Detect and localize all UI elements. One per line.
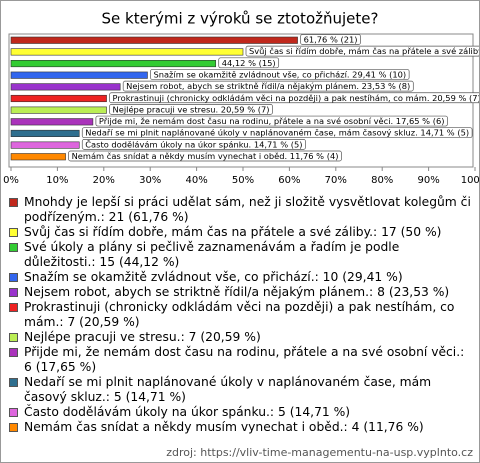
chart: Se kterými z výroků se ztotožňujete? 0% 1… [3,10,479,186]
legend-item: Mnohdy je lepší si práci udělat sám, než… [9,195,471,225]
legend-label: Svůj čas si řídím dobře, mám čas na přát… [24,225,442,239]
legend-label: Nejsem robot, abych se striktně řídil/a … [24,285,450,299]
value-label-group: Prokrastinuji (chronicky odkládám věci n… [109,92,479,104]
legend-item: Snažím se okamžitě zvládnout vše, co při… [9,270,471,285]
value-label-box [218,57,280,69]
value-label-box [81,139,306,150]
value-label-group: Nedaří se mi plnit naplánované úkoly v n… [81,127,473,139]
value-label: 61,76 % (21) [304,35,358,45]
legend-item: Svůj čas si řídím dobře, mám čas na přát… [9,225,471,240]
legend-swatch [9,333,18,342]
value-label-box [109,104,273,115]
legend-label: Snažím se okamžitě zvládnout vše, co při… [24,270,403,284]
x-tick-label: 40% [185,175,207,186]
x-tick-label: 80% [371,175,393,186]
bar [10,59,217,68]
value-label-box [122,80,414,92]
value-label-box [68,150,342,162]
bar [10,153,66,161]
value-label-group: Svůj čas si řídím dobře, mám čas na přát… [245,45,479,57]
x-tick-label: 0% [3,175,19,186]
bar [10,71,148,79]
legend-swatch [9,378,18,387]
legend-swatch [9,303,18,312]
legend-item: Přijde mi, že nemám dost času na rodinu,… [9,345,471,375]
x-tick-label: 50% [232,175,254,186]
legend-swatch [9,273,18,282]
legend-label: Mnohdy je lepší si práci udělat sám, než… [24,195,471,224]
legend-label: Prokrastinuji (chronicky odkládám věci n… [24,300,455,329]
value-label-group: Nemám čas snídat a někdy musím vynechat … [68,150,342,162]
x-tick-label: 20% [93,175,115,186]
legend-swatch [9,348,18,357]
legend-label: Své úkoly a plány si pečlivě zaznamenává… [24,240,400,269]
value-label: Nejlépe pracuji ve stresu. 20,59 % (7) [113,104,270,114]
value-label-group: Snažím se okamžitě zvládnout vše, co při… [150,69,410,80]
legend-label: Často dodělávám úkoly na úkor spánku.: 5… [24,405,351,419]
value-label-group: Přijde mi, že nemám dost času na rodinu,… [95,115,448,127]
value-label: Přijde mi, že nemám dost času na rodinu,… [99,116,445,126]
value-label: Nedaří se mi plnit naplánované úkoly v n… [85,128,469,138]
x-tick-label: 70% [325,175,347,186]
value-label-box [150,69,410,80]
chart-title: Se kterými z výroků se ztotožňujete? [102,10,379,28]
x-tick-label: 100% [461,175,479,186]
bar [10,141,80,149]
legend-item: Své úkoly a plány si pečlivě zaznamenává… [9,240,471,270]
value-label-box [81,127,473,139]
x-tick-label: 60% [278,175,300,186]
value-label: 44,12 % (15) [222,58,276,68]
x-tick-label: 10% [46,175,68,186]
value-label: Svůj čas si řídím dobře, mám čas na přát… [249,46,479,56]
bar [10,118,94,126]
legend-item: Nemám čas snídat a někdy musím vynechat … [9,420,471,435]
legend-item: Nejlépe pracuji ve stresu.: 7 (20,59 %) [9,330,471,345]
bar [10,36,298,44]
legend-label: Nedaří se mi plnit naplánované úkoly v n… [24,375,432,404]
x-tick-label: 30% [139,175,161,186]
bar [10,94,107,103]
bar [10,83,121,91]
legend-swatch [9,423,18,432]
bar [10,129,80,137]
value-label: Nemám čas snídat a někdy musím vynechat … [72,151,339,161]
legend-swatch [9,228,18,237]
legend-label: Nejlépe pracuji ve stresu.: 7 (20,59 %) [24,330,261,344]
value-label-box [245,45,479,57]
legend-item: Často dodělávám úkoly na úkor spánku.: 5… [9,405,471,420]
legend-label: Přijde mi, že nemám dost času na rodinu,… [24,345,465,374]
legend-swatch [9,243,18,252]
value-label: Často dodělávám úkoly na úkor spánku. 14… [85,138,302,149]
value-label: Prokrastinuji (chronicky odkládám věci n… [113,93,479,103]
value-label-box [300,34,361,45]
value-label: Nejsem robot, abych se striktně řídil/a … [126,81,410,91]
x-tick-label: 90% [417,175,439,186]
bar [10,106,107,114]
legend-item: Nedaří se mi plnit naplánované úkoly v n… [9,375,471,405]
legend-swatch [9,198,18,207]
legend-item: Prokrastinuji (chronicky odkládám věci n… [9,300,471,330]
value-label-group: Nejsem robot, abych se striktně řídil/a … [122,80,414,92]
legend-label: Nemám čas snídat a někdy musím vynechat … [24,420,424,434]
value-label-group: Často dodělávám úkoly na úkor spánku. 14… [81,138,306,150]
value-label-group: 44,12 % (15) [218,57,280,69]
value-label-box [95,115,448,127]
legend-swatch [9,408,18,417]
value-label-box [109,92,479,104]
legend-swatch [9,288,18,297]
legend: Mnohdy je lepší si práci udělat sám, než… [9,195,471,435]
legend-item: Nejsem robot, abych se striktně řídil/a … [9,285,471,300]
bar [10,48,244,56]
value-label-group: Nejlépe pracuji ve stresu. 20,59 % (7) [109,104,273,115]
source: zdroj: https://vliv-time-managementu-na-… [166,446,473,459]
value-label: Snažím se okamžitě zvládnout vše, co při… [153,69,406,79]
value-label-group: 61,76 % (21) [300,34,361,45]
